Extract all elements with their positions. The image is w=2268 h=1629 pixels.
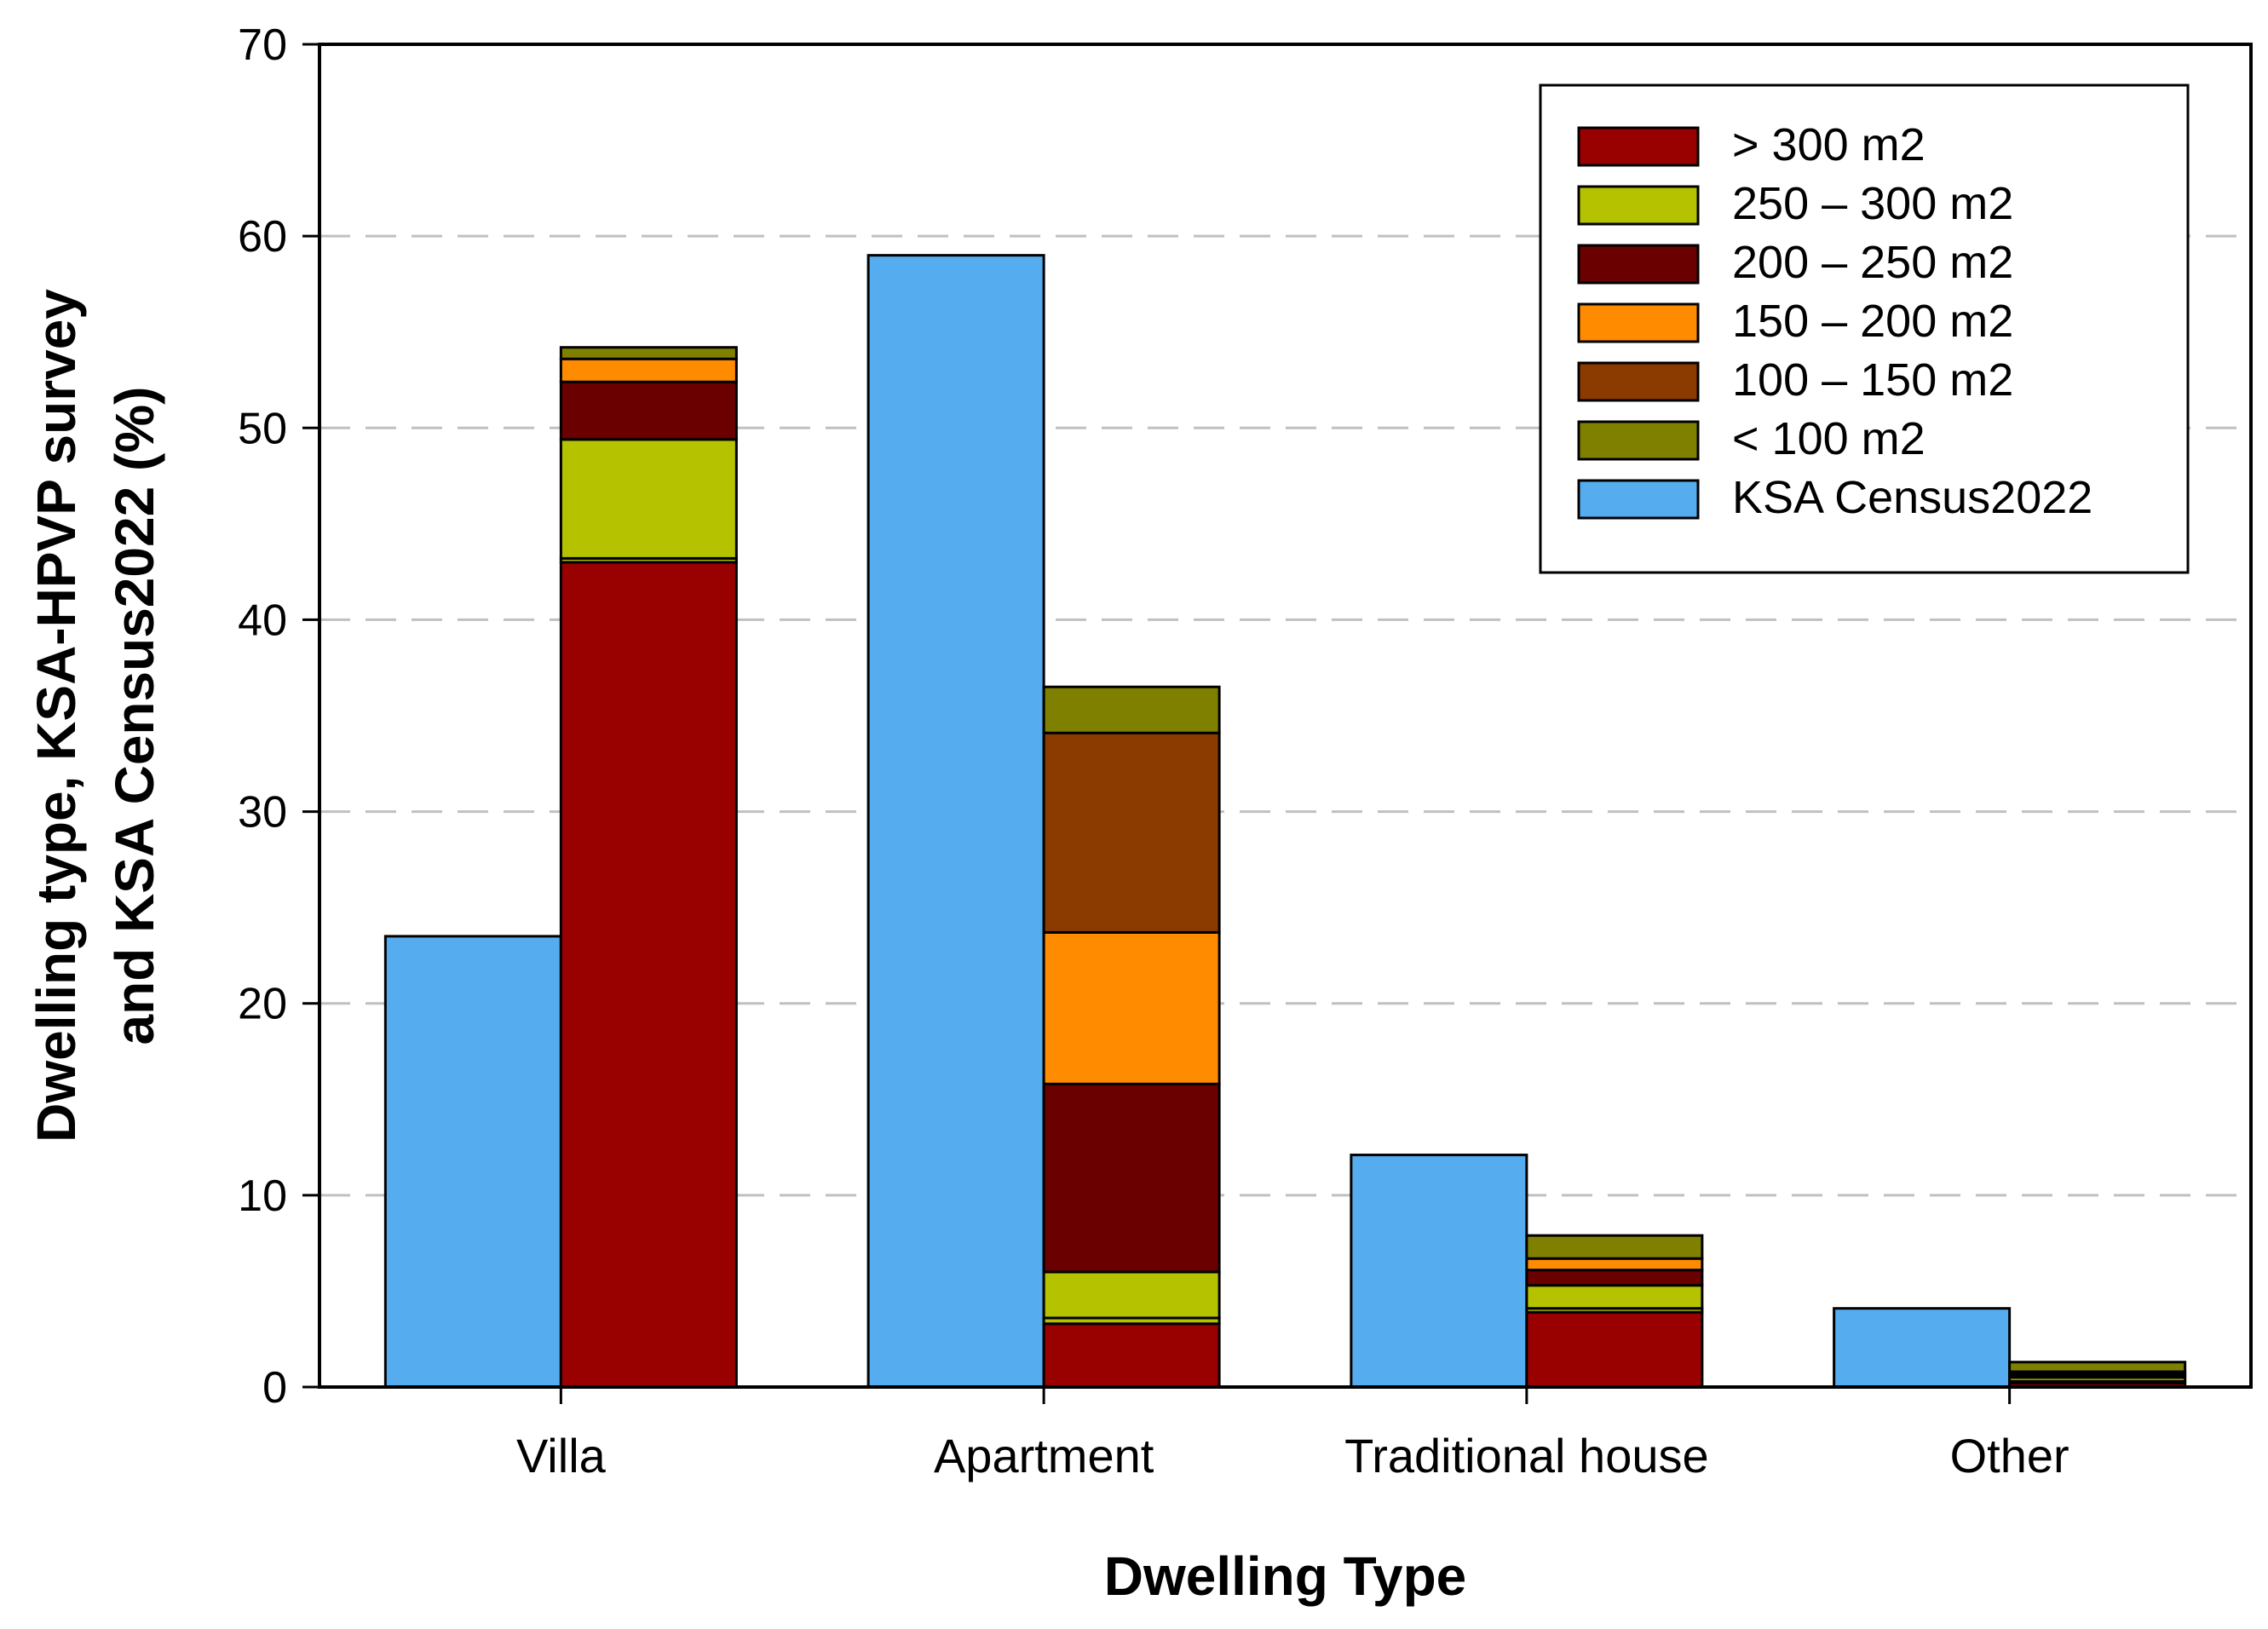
y-tick-label-0: 0 — [262, 1363, 287, 1413]
legend-label-0: > 300 m2 — [1732, 119, 1925, 170]
bar-survey-2-seg-2 — [1525, 1284, 1704, 1310]
bar-survey-2-seg-3 — [1525, 1269, 1704, 1287]
legend: > 300 m2 250 – 300 m2 200 – 250 m2 150 – 20… — [1539, 83, 2190, 574]
bar-census-2 — [1350, 1154, 1528, 1389]
bar-survey-1-seg-5 — [1042, 731, 1221, 934]
bar-survey-1-seg-4 — [1042, 930, 1221, 1085]
bar-survey-2-seg-6 — [1525, 1234, 1704, 1260]
y-tick-label-60: 60 — [238, 212, 287, 262]
legend-swatch-5 — [1577, 420, 1700, 461]
x-tick-label-1: Apartment — [934, 1429, 1154, 1482]
x-axis-title: Dwelling Type — [1104, 1546, 1467, 1607]
legend-label-2: 200 – 250 m2 — [1732, 237, 2013, 288]
bar-survey-0-seg-2 — [559, 438, 738, 560]
x-tick-label-2: Traditional house — [1344, 1429, 1709, 1482]
bar-survey-0-seg-6 — [559, 346, 738, 360]
y-tick-label-30: 30 — [238, 788, 287, 838]
legend-swatch-6 — [1577, 479, 1700, 520]
bar-survey-2-seg-0 — [1525, 1310, 1704, 1389]
legend-label-6: KSA Census2022 — [1732, 472, 2092, 523]
legend-label-4: 100 – 150 m2 — [1732, 354, 2013, 406]
legend-label-5: < 100 m2 — [1732, 413, 1925, 464]
plot-frame — [318, 43, 2253, 1389]
bars — [383, 254, 2187, 1389]
bar-survey-0-seg-4 — [559, 357, 738, 383]
y-tick-label-20: 20 — [238, 980, 287, 1029]
bar-survey-1-seg-2 — [1042, 1270, 1221, 1320]
y-tick-label-40: 40 — [238, 596, 287, 645]
x-tick-label-0: Villa — [516, 1429, 607, 1482]
y-axis-title-line1: Dwelling type, KSA-HPVP survey — [26, 289, 87, 1143]
y-axis-ticks: 0 10 20 30 40 50 60 70 — [238, 20, 319, 1413]
y-tick-label-50: 50 — [238, 404, 287, 453]
legend-swatch-4 — [1577, 361, 1700, 402]
legend-swatch-1 — [1577, 185, 1700, 226]
legend-swatch-0 — [1577, 126, 1700, 167]
legend-label-3: 150 – 200 m2 — [1732, 296, 2013, 347]
legend-swatch-3 — [1577, 302, 1700, 343]
bar-census-0 — [383, 935, 562, 1389]
bar-survey-1-seg-3 — [1042, 1082, 1221, 1274]
bar-census-3 — [1833, 1307, 2012, 1389]
legend-label-1: 250 – 300 m2 — [1732, 178, 2013, 229]
bar-survey-2-seg-4 — [1525, 1257, 1704, 1272]
x-tick-label-3: Other — [1950, 1429, 2069, 1482]
y-tick-label-70: 70 — [238, 20, 287, 70]
bar-survey-1-seg-6 — [1042, 685, 1221, 734]
bar-survey-0-seg-3 — [559, 380, 738, 441]
y-tick-label-10: 10 — [238, 1171, 287, 1221]
bar-survey-1-seg-0 — [1042, 1322, 1221, 1389]
y-axis-title-line2: and KSA Census2022 (%) — [104, 387, 165, 1045]
bar-survey-0-seg-0 — [559, 561, 738, 1389]
bar-census-1 — [866, 254, 1045, 1389]
bar-survey-3-seg-6 — [2008, 1361, 2187, 1373]
legend-swatch-2 — [1577, 244, 1700, 285]
x-axis-ticks: Villa Apartment Traditional house Other — [516, 1387, 2069, 1482]
